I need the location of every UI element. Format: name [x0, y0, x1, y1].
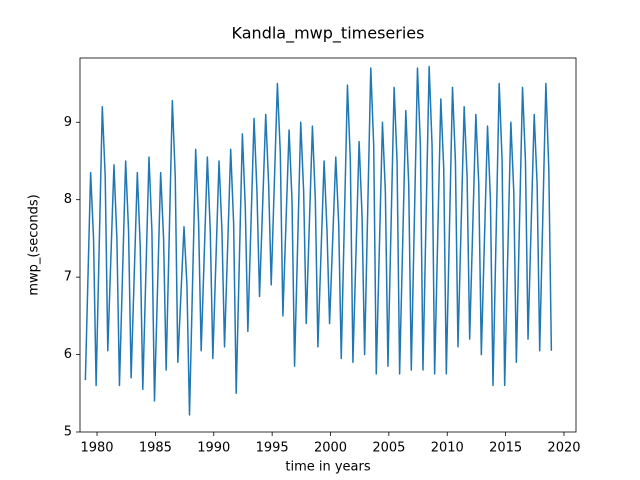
x-tick-label: 1995 — [256, 441, 289, 456]
x-tick-label: 2015 — [489, 441, 522, 456]
x-tick-label: 2000 — [314, 441, 347, 456]
x-tick-label: 1985 — [139, 441, 172, 456]
x-tick-label: 1990 — [197, 441, 230, 456]
y-tick-label: 6 — [64, 347, 72, 362]
x-tick-label: 2005 — [372, 441, 405, 456]
y-tick-label: 9 — [64, 115, 72, 130]
x-tick-label: 1980 — [80, 441, 113, 456]
plot-frame — [79, 57, 577, 433]
x-tick-label: 2010 — [431, 441, 464, 456]
y-tick-label: 8 — [64, 192, 72, 207]
data-line — [84, 65, 553, 416]
y-tick-label: 5 — [64, 425, 72, 440]
chart-title: Kandla_mwp_timeseries — [232, 24, 425, 44]
y-axis-label: mwp_(seconds) — [27, 194, 42, 295]
x-tick-label: 2020 — [547, 441, 580, 456]
x-axis-label: time in years — [285, 460, 370, 475]
y-tick-label: 7 — [64, 270, 72, 285]
